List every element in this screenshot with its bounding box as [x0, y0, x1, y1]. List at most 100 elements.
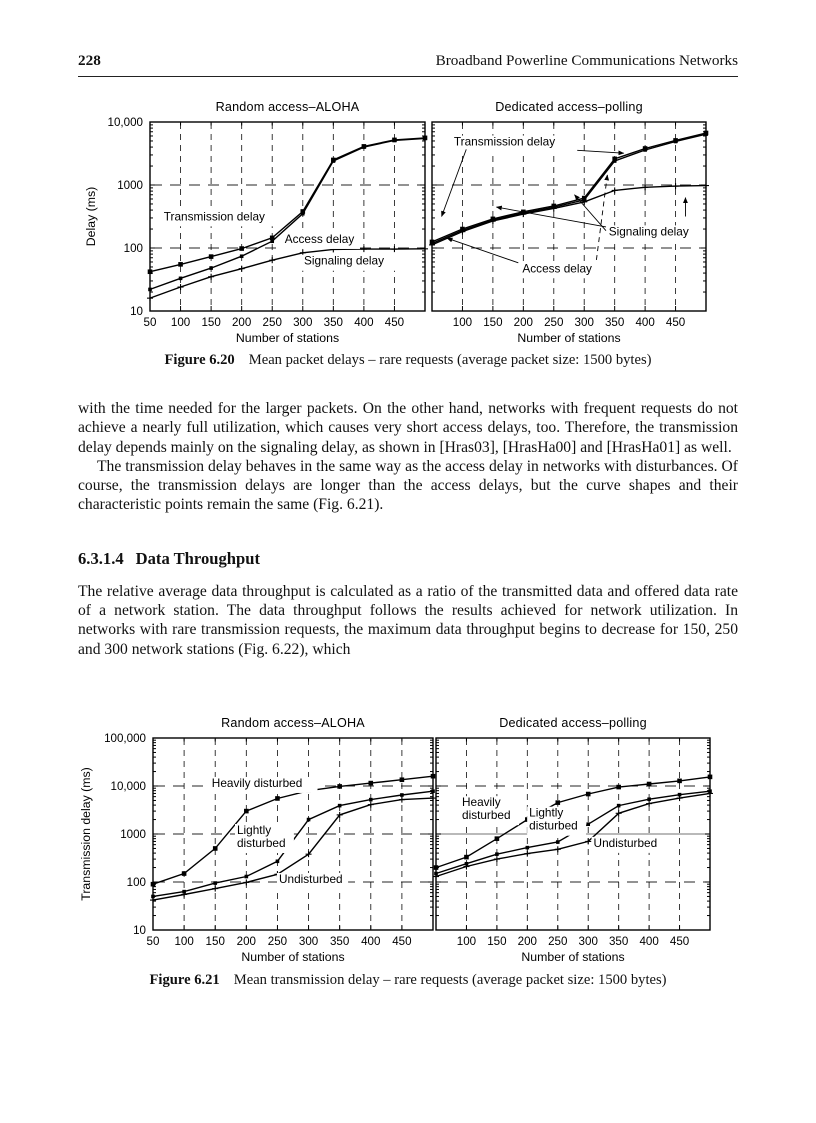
svg-text:Dedicated access–polling: Dedicated access–polling — [499, 716, 647, 730]
series-heavily-disturbed — [152, 775, 434, 885]
svg-text:disturbed: disturbed — [529, 819, 578, 833]
svg-text:disturbed: disturbed — [237, 836, 286, 850]
svg-text:150: 150 — [206, 935, 225, 948]
y-axis-label: Delay (ms) — [84, 187, 98, 246]
svg-text:250: 250 — [268, 935, 287, 948]
svg-text:250: 250 — [544, 316, 563, 329]
running-title: Broadband Powerline Communications Netwo… — [435, 52, 738, 69]
svg-text:400: 400 — [354, 316, 373, 329]
svg-text:350: 350 — [324, 316, 343, 329]
svg-text:Number of stations: Number of stations — [521, 950, 624, 964]
svg-text:Number of stations: Number of stations — [517, 331, 620, 345]
svg-text:Heavily: Heavily — [462, 795, 501, 809]
svg-text:Transmission delay: Transmission delay — [164, 209, 265, 223]
svg-text:1000: 1000 — [120, 828, 146, 841]
svg-text:300: 300 — [293, 316, 312, 329]
series-signaling-delay — [149, 248, 426, 299]
svg-text:350: 350 — [609, 935, 628, 948]
plot-fig-6-20-right: 100 150 200 250 300 350 400 450 Dedicated access… — [429, 100, 709, 345]
svg-text:450: 450 — [392, 935, 411, 948]
page-number: 228 — [78, 52, 101, 69]
figure-6-21-chart: 50 100 150 200 250 300 350 400 450 10 100 1000 10,00… — [79, 716, 713, 964]
svg-text:350: 350 — [330, 935, 349, 948]
plot-fig-6-20-left: 50 100 150 200 250 300 350 400 450 10 100 1000 10,00… — [108, 100, 428, 345]
svg-text:Number of stations: Number of stations — [236, 331, 339, 345]
svg-text:50: 50 — [147, 935, 160, 948]
svg-text:200: 200 — [237, 935, 256, 948]
series-transmission-delay — [431, 132, 707, 243]
svg-text:Access delay: Access delay — [522, 261, 592, 275]
svg-text:Undisturbed: Undisturbed — [279, 872, 343, 886]
figure-6-20-caption-text: Mean packet delays – rare requests (aver… — [248, 352, 652, 368]
svg-text:100: 100 — [174, 935, 193, 948]
svg-text:50: 50 — [144, 316, 157, 329]
svg-text:100: 100 — [124, 242, 143, 255]
svg-text:Signaling delay: Signaling delay — [609, 224, 689, 238]
svg-text:Number of stations: Number of stations — [241, 950, 344, 964]
y-axis-label: Transmission delay (ms) — [79, 767, 93, 900]
svg-text:10,000: 10,000 — [108, 116, 143, 129]
svg-text:disturbed: disturbed — [462, 808, 511, 822]
svg-text:450: 450 — [666, 316, 685, 329]
plot-fig-6-21-right: 100 150 200 250 300 350 400 450 Dedicated access… — [433, 716, 713, 964]
svg-text:10: 10 — [133, 924, 146, 937]
svg-text:450: 450 — [670, 935, 689, 948]
section-number: 6.3.1.4 — [78, 548, 124, 568]
svg-text:Lightly: Lightly — [529, 806, 563, 820]
svg-text:350: 350 — [605, 316, 624, 329]
svg-text:Undisturbed: Undisturbed — [594, 836, 658, 850]
series-heavily-disturbed — [435, 776, 711, 869]
figure-6-20-caption-label: Figure 6.20 — [164, 352, 235, 368]
svg-text:450: 450 — [385, 316, 404, 329]
svg-text:150: 150 — [483, 316, 502, 329]
series-undisturbed — [152, 797, 434, 901]
figure-6-21-caption-label: Figure 6.21 — [149, 972, 220, 988]
section-title: Data Throughput — [135, 548, 260, 568]
svg-text:100: 100 — [453, 316, 472, 329]
svg-text:300: 300 — [299, 935, 318, 948]
page-header: 228 Broadband Powerline Communications N… — [78, 52, 738, 77]
series-undisturbed — [435, 792, 711, 878]
plot-fig-6-21-left: 50 100 150 200 250 300 350 400 450 10 100 1000 10,00… — [104, 716, 436, 964]
svg-text:150: 150 — [487, 935, 506, 948]
svg-text:10: 10 — [130, 305, 143, 318]
series-transmission-delay — [149, 137, 426, 273]
svg-text:400: 400 — [361, 935, 380, 948]
svg-text:200: 200 — [518, 935, 537, 948]
svg-text:Lightly: Lightly — [237, 823, 271, 837]
svg-text:100,000: 100,000 — [104, 732, 146, 745]
svg-text:300: 300 — [579, 935, 598, 948]
svg-text:Random access–ALOHA: Random access–ALOHA — [221, 716, 365, 730]
body-text: with the time needed for the larger pack… — [78, 399, 738, 659]
svg-text:400: 400 — [639, 935, 658, 948]
svg-text:100: 100 — [171, 316, 190, 329]
svg-text:10,000: 10,000 — [111, 780, 146, 793]
svg-text:100: 100 — [457, 935, 476, 948]
series-signaling-delay — [431, 184, 707, 246]
svg-text:1000: 1000 — [117, 179, 143, 192]
svg-text:400: 400 — [635, 316, 654, 329]
figure-6-20-caption: Figure 6.20 Mean packet delays – rare req… — [0, 352, 816, 369]
figure-6-21-caption-text: Mean transmission delay – rare requests … — [233, 972, 667, 988]
figure-6-21-caption: Figure 6.21 Mean transmission delay – rar… — [0, 972, 816, 989]
svg-text:Dedicated access–polling: Dedicated access–polling — [495, 100, 643, 114]
svg-text:Heavily disturbed: Heavily disturbed — [212, 776, 302, 790]
paragraph-1: with the time needed for the larger pack… — [78, 400, 738, 456]
svg-text:Access delay: Access delay — [285, 232, 355, 246]
svg-text:200: 200 — [232, 316, 251, 329]
figure-6-20-chart: 50 100 150 200 250 300 350 400 450 10 100 1000 10,00… — [84, 100, 709, 345]
svg-text:300: 300 — [575, 316, 594, 329]
svg-text:150: 150 — [201, 316, 220, 329]
svg-text:Transmission delay: Transmission delay — [454, 135, 555, 149]
svg-text:250: 250 — [263, 316, 282, 329]
svg-text:Signaling delay: Signaling delay — [304, 254, 384, 268]
paragraph-3: The relative average data throughput is … — [78, 582, 738, 658]
svg-text:100: 100 — [127, 876, 146, 889]
svg-text:250: 250 — [548, 935, 567, 948]
section-heading: 6.3.1.4 Data Throughput — [78, 548, 738, 569]
series-access-delay — [149, 137, 426, 291]
svg-text:Random access–ALOHA: Random access–ALOHA — [216, 100, 360, 114]
svg-text:200: 200 — [514, 316, 533, 329]
series-access-delay — [431, 133, 707, 245]
